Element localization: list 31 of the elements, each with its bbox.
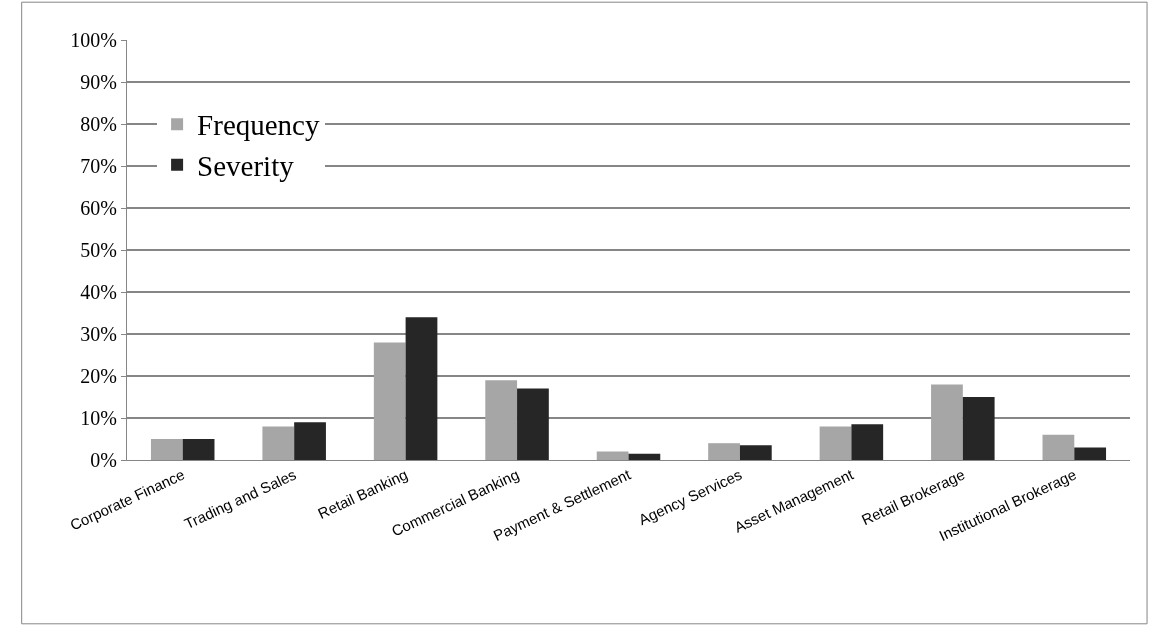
bar [708,443,740,460]
bar [851,424,884,460]
bar [931,384,963,460]
bar [150,439,183,460]
legend-label: Severity [197,150,295,183]
y-tick-label: 100% [70,29,117,51]
bar [182,439,215,460]
y-tick-label: 50% [80,239,117,261]
y-tick-label: 80% [80,113,117,135]
bar [485,380,518,460]
bar [1042,434,1075,460]
bar [1074,447,1107,460]
legend-label: Frequency [197,109,320,142]
bar [373,342,406,460]
bar [739,445,772,460]
bar [962,397,995,460]
y-tick-label: 90% [80,71,117,93]
bar [405,317,438,460]
y-tick-label: 40% [80,281,117,303]
y-tick-label: 10% [80,407,117,429]
y-tick-label: 60% [80,197,117,219]
bar [819,426,852,460]
bar [628,453,661,460]
bar [294,422,326,460]
y-tick-label: 20% [80,365,117,387]
bar [262,426,295,460]
y-tick-label: 30% [80,323,117,345]
bar [596,451,629,460]
bar [517,388,549,460]
y-tick-label: 70% [80,155,117,177]
y-tick-label: 0% [90,449,117,471]
